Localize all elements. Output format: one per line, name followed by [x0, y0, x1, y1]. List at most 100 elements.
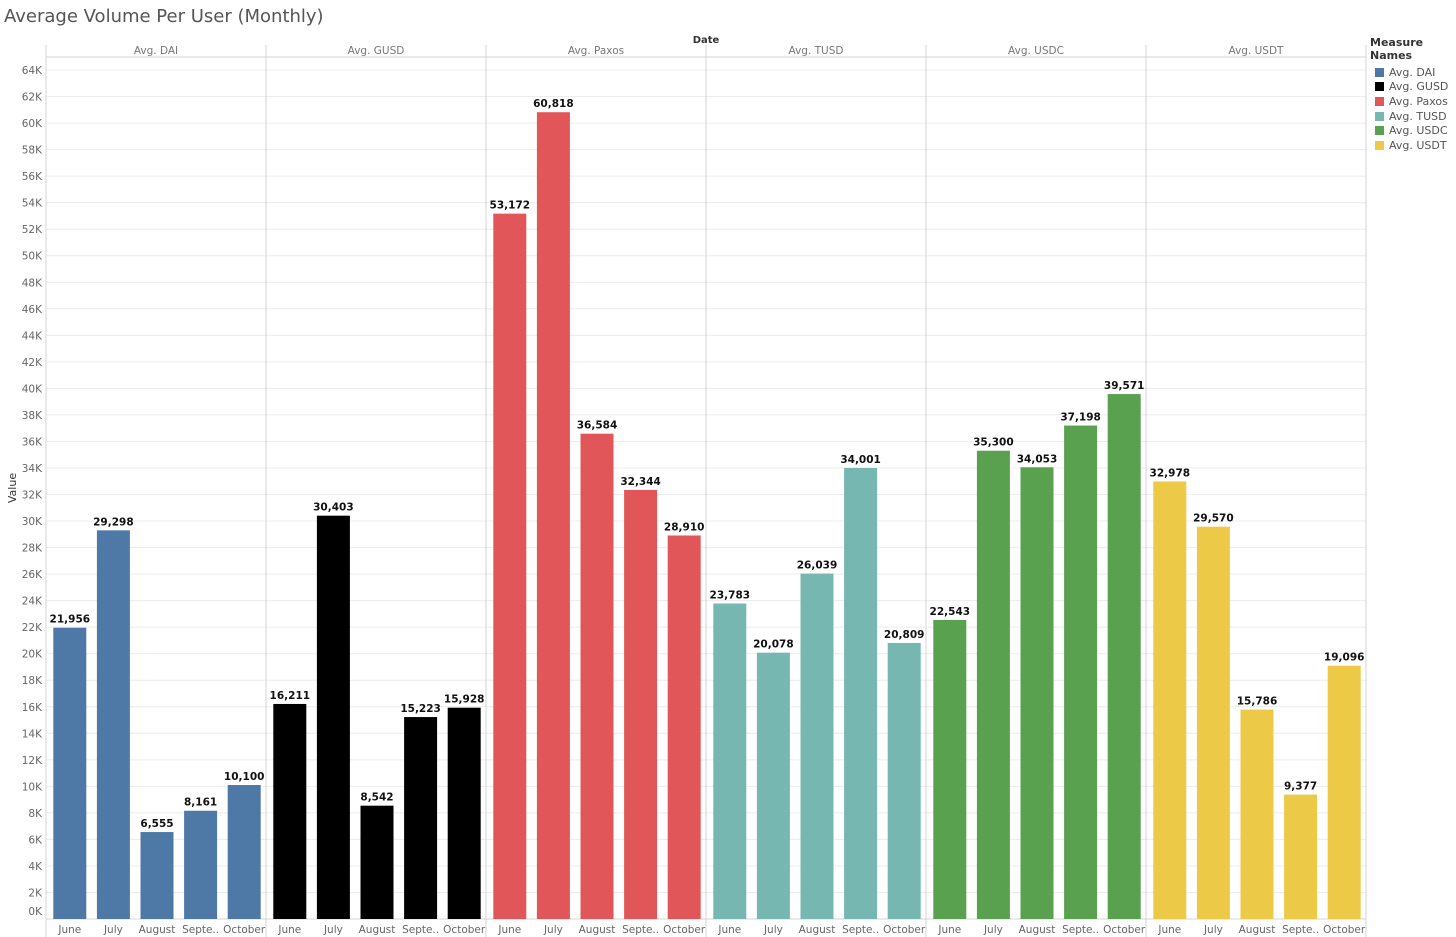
y-tick-label: 26K: [22, 569, 43, 581]
bar-value-label: 15,786: [1237, 696, 1278, 708]
legend-label: Avg. TUSD: [1389, 109, 1447, 123]
legend-item-usdc[interactable]: Avg. USDC: [1370, 123, 1456, 138]
legend-swatch: [1375, 82, 1384, 92]
y-tick-label: 10K: [22, 781, 43, 793]
legend-swatch: [1375, 140, 1384, 150]
x-tick-label: October: [1323, 924, 1366, 936]
y-tick-label: 46K: [22, 304, 43, 316]
legend-item-paxos[interactable]: Avg. Paxos: [1370, 94, 1456, 109]
bar-value-label: 9,377: [1284, 781, 1317, 793]
legend-item-tusd[interactable]: Avg. TUSD: [1370, 109, 1456, 124]
bar: [1020, 467, 1054, 919]
x-tick-label: August: [139, 924, 176, 936]
x-tick-label: October: [663, 924, 706, 936]
x-tick-label: August: [359, 924, 396, 936]
bar-value-label: 15,223: [400, 703, 441, 715]
bar: [624, 489, 658, 919]
bar-value-label: 10,100: [224, 771, 265, 783]
bar: [844, 467, 878, 919]
bar-value-label: 30,403: [313, 502, 354, 514]
y-axis-title: Value: [6, 473, 19, 503]
y-tick-label: 14K: [22, 728, 43, 740]
bar-value-label: 21,956: [50, 614, 91, 626]
y-tick-label: 4K: [28, 861, 43, 873]
bar-value-label: 36,584: [577, 420, 618, 432]
bar-value-label: 20,809: [884, 629, 925, 641]
bar: [933, 619, 967, 919]
y-tick-label: 6K: [28, 834, 43, 846]
bar-value-label: 37,198: [1060, 412, 1101, 424]
x-tick-label: June: [1157, 924, 1181, 936]
y-tick-label: 44K: [22, 330, 43, 342]
x-tick-label: Septe..: [182, 924, 219, 936]
y-tick-label: 36K: [22, 436, 43, 448]
y-tick-label: 22K: [22, 622, 43, 634]
x-tick-label: July: [543, 924, 563, 936]
x-tick-label: October: [883, 924, 926, 936]
panel-header: Avg. GUSD: [348, 45, 405, 57]
panel-header: Avg. Paxos: [568, 45, 624, 57]
bar: [1064, 425, 1098, 919]
bar-value-label: 53,172: [490, 200, 531, 212]
legend-swatch: [1375, 67, 1384, 77]
bar: [1327, 665, 1361, 919]
bar: [493, 213, 527, 919]
bar: [1107, 394, 1141, 920]
chart-title: Average Volume Per User (Monthly): [4, 6, 324, 27]
bar: [227, 785, 261, 919]
x-tick-label: October: [1103, 924, 1146, 936]
legend-label: Avg. Paxos: [1389, 94, 1448, 108]
bar: [536, 112, 570, 919]
legend-swatch: [1375, 96, 1384, 106]
bar: [1153, 481, 1187, 919]
y-tick-label: 32K: [22, 490, 43, 502]
x-tick-label: July: [1203, 924, 1223, 936]
y-tick-label: 28K: [22, 543, 43, 555]
legend-item-usdt[interactable]: Avg. USDT: [1370, 138, 1456, 153]
bar-value-label: 6,555: [140, 818, 173, 830]
legend-item-gusd[interactable]: Avg. GUSD: [1370, 80, 1456, 95]
y-tick-label: 2K: [28, 887, 43, 899]
x-tick-label: June: [497, 924, 521, 936]
bar: [360, 805, 394, 919]
legend-item-dai[interactable]: Avg. DAI: [1370, 65, 1456, 80]
bar-value-label: 34,001: [840, 454, 881, 466]
y-tick-label: 24K: [22, 596, 43, 608]
legend-label: Avg. GUSD: [1389, 80, 1449, 94]
bar: [976, 450, 1010, 919]
y-tick-label: 64K: [22, 65, 43, 77]
y-tick-label: 60K: [22, 118, 43, 130]
bar: [713, 603, 747, 919]
x-tick-label: July: [323, 924, 343, 936]
x-tick-label: August: [799, 924, 836, 936]
bar: [184, 810, 218, 919]
x-tick-label: June: [717, 924, 741, 936]
y-tick-label: 62K: [22, 92, 43, 104]
bar: [404, 717, 438, 919]
legend: Measure Names Avg. DAI Avg. GUSD Avg. Pa…: [1370, 36, 1456, 153]
y-tick-label: 50K: [22, 251, 43, 263]
y-tick-label: 40K: [22, 383, 43, 395]
y-tick-label: 42K: [22, 357, 43, 369]
bar: [140, 832, 174, 919]
y-tick-label: 30K: [22, 516, 43, 528]
bar-value-label: 16,211: [270, 690, 311, 702]
bar: [580, 433, 614, 919]
bar-value-label: 8,542: [360, 792, 393, 804]
bar: [756, 652, 790, 919]
y-tick-label: 16K: [22, 702, 43, 714]
y-tick-label: 20K: [22, 649, 43, 661]
y-tick-label: 48K: [22, 277, 43, 289]
panel-header: Avg. USDT: [1229, 45, 1285, 57]
bar-value-label: 35,300: [973, 437, 1014, 449]
bar: [800, 573, 834, 919]
bar: [1284, 794, 1318, 919]
x-tick-label: August: [579, 924, 616, 936]
panel-header: Avg. USDC: [1008, 45, 1064, 57]
x-tick-label: June: [937, 924, 961, 936]
bar-value-label: 32,344: [620, 476, 661, 488]
bar-value-label: 19,096: [1324, 652, 1365, 664]
y-tick-label: 8K: [28, 808, 43, 820]
bar-value-label: 60,818: [533, 98, 574, 110]
bar: [667, 535, 701, 919]
